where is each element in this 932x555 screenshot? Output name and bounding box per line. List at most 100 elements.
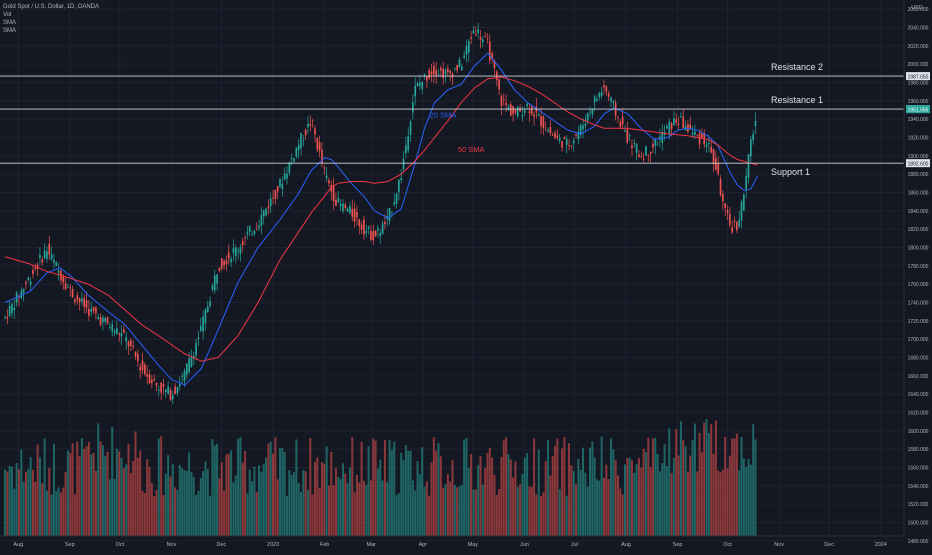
volume-bars [3,419,757,536]
volume-bar [31,469,34,536]
volume-bar [416,461,419,536]
volume-bar [637,457,640,536]
volume-bar [612,449,615,536]
candle-body [307,123,309,128]
candle-body [209,301,211,307]
volume-bar [365,484,368,536]
volume-bar [78,456,81,536]
candle-body [11,303,13,314]
volume-bar [437,443,440,536]
volume-bar [155,490,158,536]
volume-bar [188,452,191,536]
indicator-vol[interactable]: Vol [3,12,12,18]
volume-bar [92,452,95,536]
time-axis[interactable]: Aug Sep Oct Nov Dec 2023 Feb Mar Apr May Jun Jul Aug… [0,535,904,548]
volume-bar [334,467,337,536]
candle-body [244,237,246,239]
volume-bar [10,466,13,536]
candle-body [752,133,754,141]
candle-body [88,308,90,316]
volume-bar [174,487,177,536]
candle-body [440,67,442,71]
candle-body [680,116,682,118]
candle-body [647,154,650,156]
candle-body [586,113,589,122]
volume-bar [265,457,268,536]
volume-bar [281,447,284,536]
volume-bar [309,437,312,536]
candle-body [477,29,479,34]
candle-body [218,267,221,271]
candle-body [712,149,715,165]
volume-bar [656,454,659,536]
volume-bar [423,486,426,536]
volume-bar [507,454,510,536]
volume-bar [616,475,619,536]
volume-bar [472,489,475,536]
candle-body [279,179,281,187]
candle-body [8,306,11,317]
volume-bar [181,468,184,536]
price-tick-29: 1480.000 [908,539,929,545]
volume-bar [372,438,375,536]
candle-body [591,109,594,115]
candle-body [192,355,195,359]
volume-bar [15,462,18,536]
indicator-sma-2[interactable]: SMA [3,28,17,34]
volume-bar [330,451,333,536]
symbol-title[interactable]: Gold Spot / U.S. Dollar, 1D, OANDA [3,4,100,10]
candle-body [148,374,151,384]
volume-bar [402,460,405,536]
candle-body [705,144,708,147]
volume-bar [251,481,254,536]
volume-bar [593,457,596,536]
candle-body [519,107,521,112]
volume-bar [360,441,363,536]
time-tick-9: May [468,542,479,548]
candle-body [617,116,619,118]
candle-body [563,137,566,140]
candle-body [747,154,750,178]
candle-body [62,276,65,283]
indicator-sma-1[interactable]: SMA [3,20,17,26]
volume-bar [670,473,673,536]
volume-bar [689,455,692,536]
moving-averages [4,52,758,386]
candle-body [447,68,449,72]
time-tick-0: Aug [13,542,23,548]
volume-bar [505,437,508,536]
candle-body [694,131,696,135]
candle-body [593,96,596,103]
volume-bar [456,487,459,536]
price-tick-4: 1980.000 [908,81,929,87]
candle-body [295,147,298,157]
volume-bar [211,439,214,536]
volume-bar [540,495,543,536]
candle-body [83,298,86,307]
volume-bar [295,439,298,536]
volume-bar [351,437,354,536]
candle-body [225,260,228,265]
price-tick-3: 2000.000 [908,62,929,68]
volume-bar [598,480,601,536]
candle-body [4,316,6,318]
candle-body [433,65,435,75]
price-tick-21: 1640.000 [908,392,929,398]
last-price-badge [906,105,930,114]
volume-bar [94,470,97,536]
volume-bar [227,453,230,536]
candle-body [628,134,631,136]
sma-20-line [4,52,758,386]
candle-body [582,125,584,130]
volume-bar [160,436,163,536]
price-tick-2: 2020.000 [908,44,929,50]
candle-body [554,132,556,139]
volume-bar [556,438,559,536]
candle-body [738,219,741,227]
volume-bar [260,471,263,536]
candle-body [484,36,486,38]
candle-body [43,250,46,258]
